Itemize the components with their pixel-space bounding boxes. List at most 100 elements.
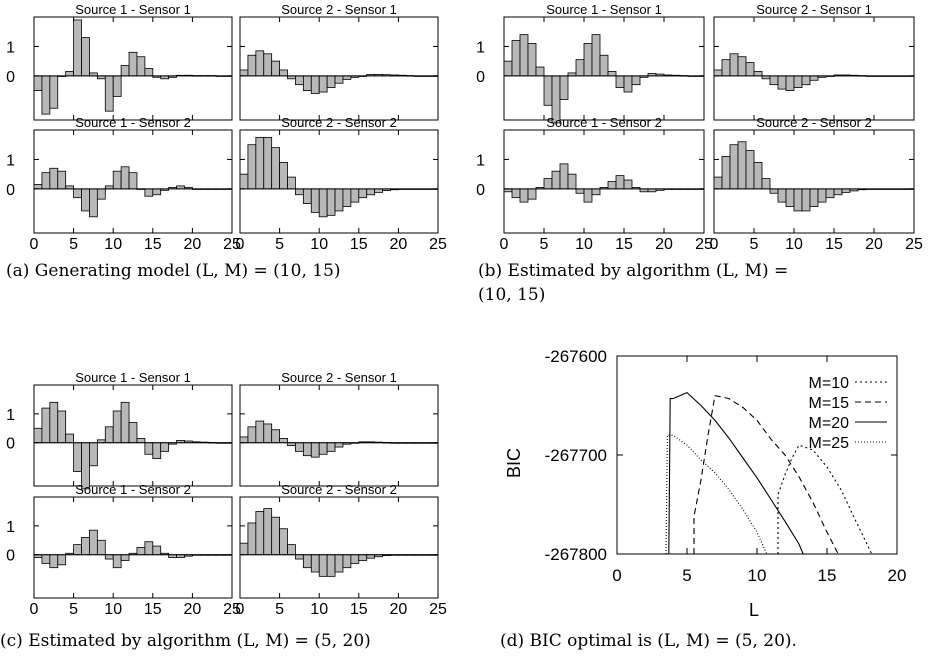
x-tick-label: 0 [500, 236, 509, 253]
bar [318, 75, 328, 93]
y-tick-label: 0 [6, 548, 15, 565]
bar [543, 178, 553, 190]
bar [263, 423, 273, 444]
bar [144, 68, 154, 77]
x-tick-label: 5 [275, 236, 284, 253]
bar [342, 75, 352, 80]
bar [374, 188, 383, 193]
x-tick-label: 25 [429, 236, 447, 253]
figure-d-bic-chart: -267600 -267700 -267800 0 5 10 15 20 L BIC M=10 M=1… [504, 347, 906, 620]
y-tick-label: 1 [476, 39, 485, 56]
subplot-title: Source 1 - Sensor 2 [75, 115, 191, 130]
bar [793, 75, 803, 89]
bar [599, 54, 609, 77]
bar [255, 136, 265, 190]
bar [279, 528, 288, 556]
bar [334, 188, 344, 212]
bar [271, 429, 280, 444]
bar [279, 69, 288, 77]
bar [152, 188, 162, 196]
x-tick-label: 0 [236, 601, 245, 618]
bar [591, 188, 601, 196]
bar [81, 537, 90, 556]
bar [583, 43, 593, 77]
bar [753, 161, 763, 190]
bar [575, 59, 585, 77]
bar [41, 407, 51, 444]
bar [136, 547, 146, 556]
bar [279, 161, 288, 190]
bar [318, 188, 328, 218]
bar [120, 166, 130, 190]
y-tick-label: 1 [6, 519, 15, 536]
bar [57, 554, 67, 566]
subplot-title: Source 2 - Sensor 1 [281, 2, 397, 17]
bar [318, 554, 328, 577]
x-tick-label: 0 [30, 236, 39, 253]
bar [326, 188, 336, 216]
bar [239, 542, 249, 556]
y-tick-label: 1 [6, 407, 15, 424]
x-tick-label: 15 [825, 236, 843, 253]
x-tick-label: 20 [390, 236, 408, 253]
x-tick-label: 25 [905, 236, 923, 253]
bar [112, 170, 122, 190]
bar [96, 539, 106, 556]
bar [302, 75, 312, 91]
bar [567, 173, 577, 190]
x-tick-label: 25 [223, 601, 241, 618]
subplot-title: Source 1 - Sensor 2 [546, 115, 662, 130]
bar [112, 410, 122, 444]
bar [310, 442, 320, 458]
x-tick-label: 5 [69, 601, 78, 618]
y-tick-label: 1 [6, 39, 15, 56]
bic-x-tick-label: 5 [682, 566, 691, 585]
bar [519, 34, 529, 77]
bar [81, 37, 90, 77]
bar [833, 188, 843, 196]
subplot-frame [33, 496, 233, 599]
bar [247, 54, 257, 77]
x-tick-label: 10 [310, 601, 328, 618]
subplot-title: Source 2 - Sensor 2 [281, 115, 397, 130]
subplot-title: Source 1 - Sensor 1 [546, 2, 662, 17]
bar [41, 554, 51, 564]
bar [761, 178, 771, 190]
bar [543, 75, 553, 106]
bar [120, 65, 130, 77]
bar [519, 188, 529, 203]
bar [65, 71, 75, 77]
bar [721, 156, 731, 190]
bar [366, 554, 376, 559]
bic-x-axis-label: L [749, 600, 759, 620]
y-tick-label: 0 [476, 69, 485, 86]
bar [729, 53, 739, 77]
bar [33, 427, 43, 444]
y-tick-label: 0 [6, 436, 15, 453]
bar [271, 516, 280, 556]
x-tick-label: 20 [184, 601, 202, 618]
bar [623, 179, 633, 190]
bar [104, 75, 114, 112]
caption-b-line1: (b) Estimated by algorithm (L, M) = [478, 261, 788, 281]
bar [809, 188, 819, 207]
bar [73, 188, 82, 199]
bar [120, 401, 130, 444]
caption-a: (a) Generating model (L, M) = (10, 15) [6, 261, 341, 281]
bar [350, 188, 360, 203]
bar [89, 442, 98, 467]
bar [801, 75, 811, 86]
x-tick-label: 5 [540, 236, 549, 253]
subplot-panel: Source 2 - Sensor 1 [239, 2, 439, 121]
bar [96, 188, 106, 200]
x-tick-label: 10 [310, 236, 328, 253]
bar [511, 40, 521, 77]
bar [81, 188, 90, 212]
bic-y-tick-label: -267700 [545, 446, 607, 465]
x-tick-label: 15 [144, 601, 162, 618]
bar [310, 188, 320, 213]
subplot-panel: Source 2 - Sensor 2 0 5 10 15 20 25 [236, 482, 447, 618]
figure-b: Source 1 - Sensor 1 0 1 Source 2 - Sensor 1… [476, 2, 923, 253]
bar [785, 75, 795, 91]
